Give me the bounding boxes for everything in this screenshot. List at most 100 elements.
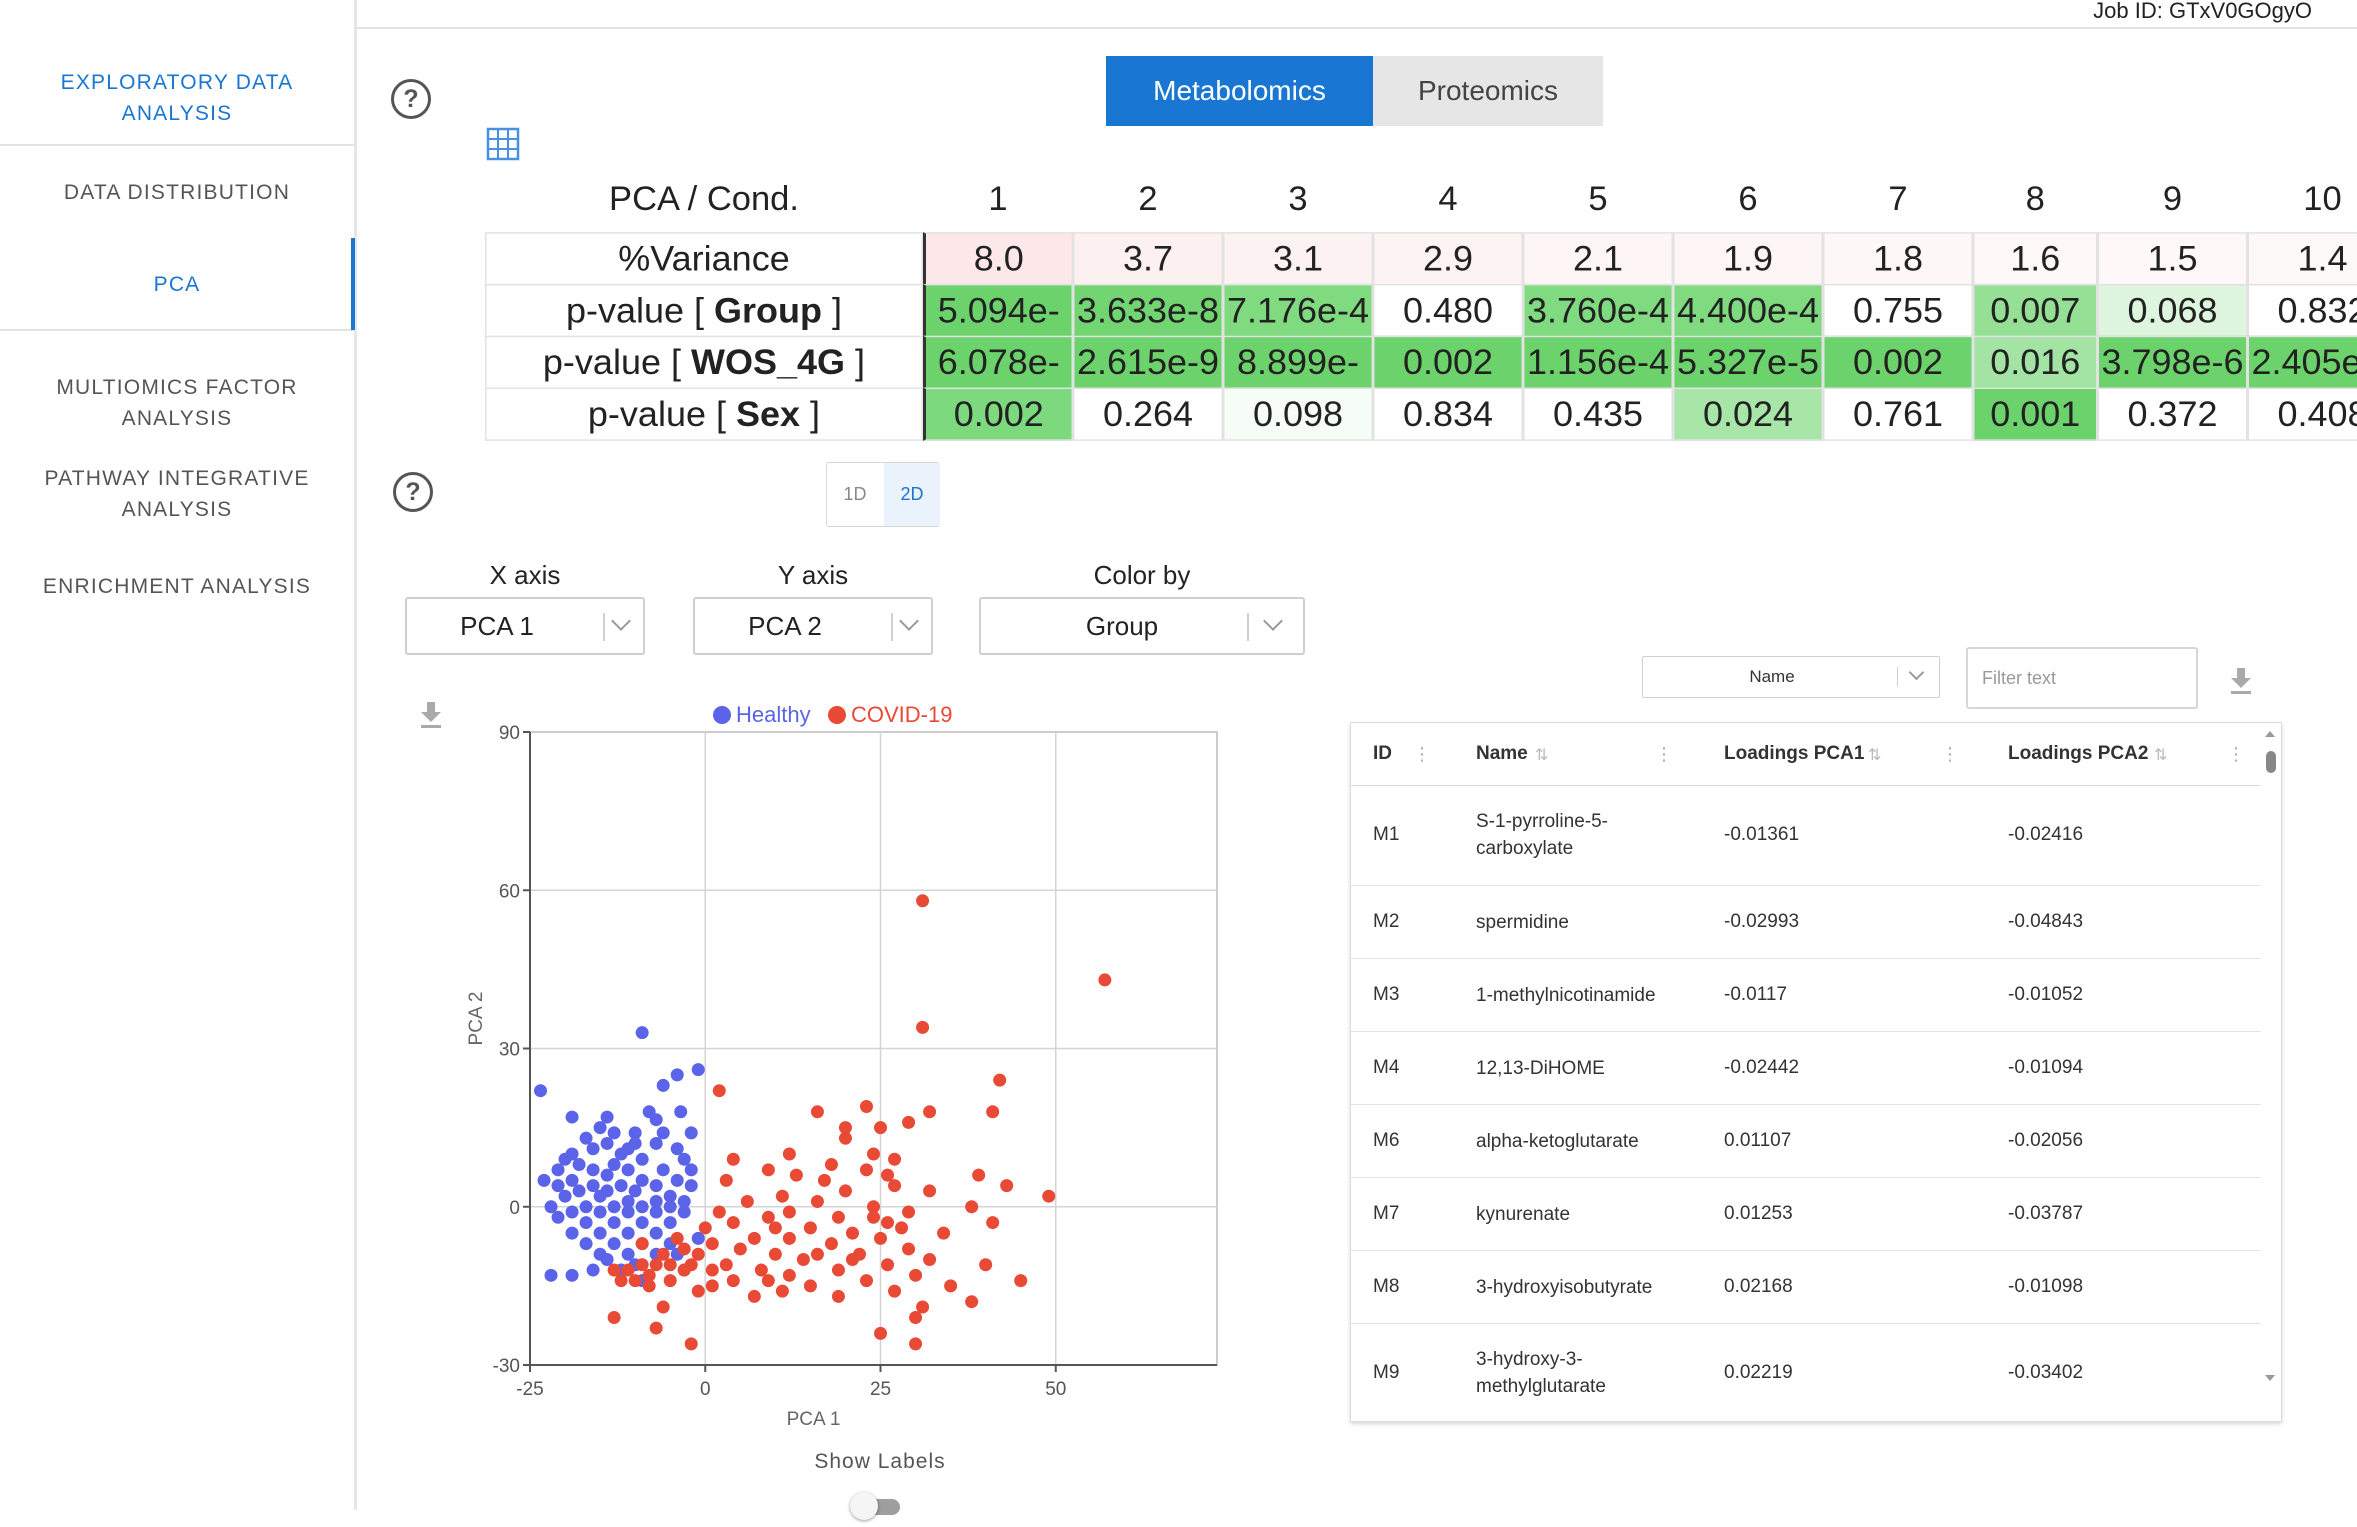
data-point[interactable]	[993, 1073, 1007, 1087]
toggle-1d-button[interactable]: 1D	[843, 484, 867, 504]
data-point[interactable]	[874, 1121, 888, 1135]
data-point[interactable]	[740, 1194, 754, 1208]
data-point[interactable]	[845, 1253, 859, 1266]
data-point[interactable]	[782, 1231, 796, 1245]
sort-icon[interactable]: ⇅	[1868, 747, 1882, 764]
data-point[interactable]	[649, 1258, 663, 1272]
data-point[interactable]	[649, 1113, 663, 1127]
data-point[interactable]	[888, 1179, 902, 1193]
data-point[interactable]	[642, 1279, 656, 1293]
data-point[interactable]	[621, 1163, 635, 1177]
data-point[interactable]	[621, 1194, 635, 1208]
data-point[interactable]	[579, 1216, 593, 1230]
legend-marker[interactable]	[828, 706, 846, 724]
data-point[interactable]	[775, 1284, 789, 1298]
data-point[interactable]	[810, 1194, 824, 1208]
data-point[interactable]	[810, 1247, 824, 1261]
data-point[interactable]	[586, 1142, 600, 1156]
data-point[interactable]	[663, 1189, 677, 1203]
table-grid-icon[interactable]	[486, 127, 520, 161]
data-point[interactable]	[923, 1184, 937, 1198]
data-point[interactable]	[600, 1136, 614, 1150]
data-point[interactable]	[593, 1121, 607, 1135]
data-point[interactable]	[628, 1184, 642, 1198]
column-menu-icon[interactable]: ⋮	[1413, 744, 1431, 764]
data-point[interactable]	[600, 1253, 614, 1266]
data-point[interactable]	[677, 1152, 691, 1166]
data-point[interactable]	[965, 1295, 979, 1309]
data-point[interactable]	[859, 1274, 873, 1288]
tab-metabolomics[interactable]: Metabolomics	[1106, 56, 1373, 126]
data-point[interactable]	[761, 1274, 775, 1288]
table-row[interactable]: M2 spermidine -0.02993 -0.04843	[1351, 885, 2261, 959]
data-point[interactable]	[986, 1216, 1000, 1230]
data-point[interactable]	[684, 1126, 698, 1140]
data-point[interactable]	[796, 1253, 810, 1266]
toggle-2d-button[interactable]: 2D	[884, 463, 940, 526]
data-point[interactable]	[831, 1263, 845, 1277]
data-point[interactable]	[684, 1258, 698, 1272]
data-point[interactable]	[663, 1274, 677, 1288]
filter-column-select[interactable]: Name	[1642, 656, 1940, 698]
data-point[interactable]	[916, 1300, 930, 1314]
column-header-loadings-pca1[interactable]: Loadings PCA1	[1724, 743, 1865, 764]
data-point[interactable]	[579, 1200, 593, 1214]
data-point[interactable]	[888, 1152, 902, 1166]
data-point[interactable]	[534, 1084, 548, 1098]
data-point[interactable]	[817, 1173, 831, 1187]
data-point[interactable]	[726, 1152, 740, 1166]
data-point[interactable]	[838, 1184, 852, 1198]
data-point[interactable]	[670, 1173, 684, 1187]
data-point[interactable]	[544, 1200, 558, 1214]
data-point[interactable]	[579, 1131, 593, 1145]
data-point[interactable]	[881, 1168, 895, 1182]
x-axis-select[interactable]: PCA 1	[405, 597, 645, 655]
data-point[interactable]	[831, 1289, 845, 1303]
data-point[interactable]	[909, 1311, 923, 1325]
data-point[interactable]	[677, 1194, 691, 1208]
data-point[interactable]	[979, 1258, 993, 1272]
data-point[interactable]	[705, 1237, 719, 1251]
data-point[interactable]	[754, 1263, 768, 1277]
data-point[interactable]	[607, 1200, 621, 1214]
color-by-select[interactable]: Group	[979, 597, 1305, 655]
data-point[interactable]	[670, 1068, 684, 1082]
data-point[interactable]	[824, 1158, 838, 1172]
data-point[interactable]	[674, 1105, 688, 1119]
data-point[interactable]	[656, 1126, 670, 1140]
download-icon[interactable]	[418, 700, 444, 730]
data-point[interactable]	[677, 1205, 691, 1219]
data-point[interactable]	[586, 1179, 600, 1193]
sort-icon[interactable]: ⇅	[2154, 747, 2168, 764]
legend-label[interactable]: COVID-19	[851, 702, 952, 727]
data-point[interactable]	[712, 1205, 726, 1219]
data-point[interactable]	[782, 1268, 796, 1282]
data-point[interactable]	[656, 1300, 670, 1314]
data-point[interactable]	[691, 1063, 705, 1077]
data-point[interactable]	[607, 1216, 621, 1230]
data-point[interactable]	[614, 1147, 628, 1161]
data-point[interactable]	[558, 1152, 572, 1166]
data-point[interactable]	[621, 1205, 635, 1219]
data-point[interactable]	[909, 1337, 923, 1351]
sidebar-item-enrichment-analysis[interactable]: ENRICHMENT ANALYSIS	[0, 571, 354, 602]
data-point[interactable]	[1014, 1274, 1028, 1288]
table-row[interactable]: M6 alpha-ketoglutarate 0.01107 -0.02056	[1351, 1104, 2261, 1178]
data-point[interactable]	[656, 1078, 670, 1092]
data-point[interactable]	[677, 1242, 691, 1256]
data-point[interactable]	[684, 1163, 698, 1177]
data-point[interactable]	[551, 1179, 565, 1193]
column-header-loadings-pca2[interactable]: Loadings PCA2	[2008, 743, 2149, 764]
tab-proteomics[interactable]: Proteomics	[1373, 56, 1603, 126]
data-point[interactable]	[579, 1237, 593, 1251]
data-point[interactable]	[775, 1189, 789, 1203]
scroll-up-arrow-icon[interactable]	[2265, 731, 2275, 737]
data-point[interactable]	[565, 1226, 579, 1240]
data-point[interactable]	[1098, 973, 1112, 987]
data-point[interactable]	[614, 1274, 628, 1288]
sidebar-item-multiomics-factor-analysis[interactable]: MULTIOMICS FACTOR ANALYSIS	[0, 372, 354, 434]
data-point[interactable]	[902, 1115, 916, 1129]
data-point[interactable]	[909, 1268, 923, 1282]
data-point[interactable]	[1000, 1179, 1014, 1193]
data-point[interactable]	[593, 1226, 607, 1240]
